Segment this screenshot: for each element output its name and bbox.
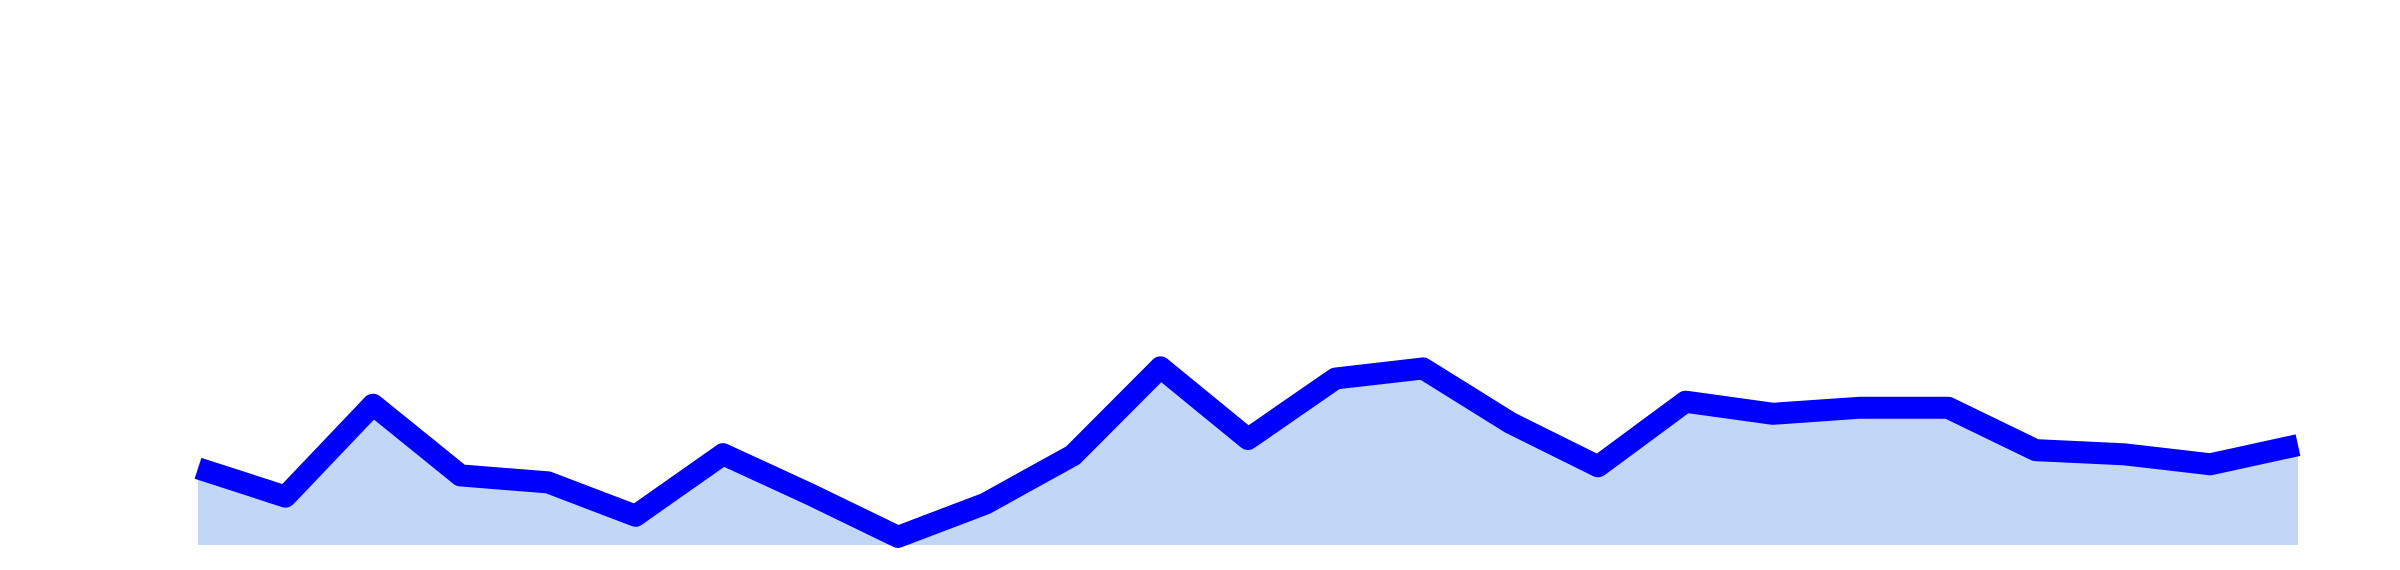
series-line bbox=[194, 356, 2301, 548]
data-point-12 bbox=[1247, 438, 1249, 440]
data-point-10 bbox=[1072, 454, 1074, 456]
data-point-16 bbox=[1597, 465, 1599, 467]
data-point-15 bbox=[1510, 422, 1512, 424]
data-point-11 bbox=[1160, 366, 1162, 368]
data-point-24 bbox=[2297, 444, 2299, 446]
data-point-4 bbox=[547, 481, 549, 483]
data-point-1 bbox=[285, 496, 287, 498]
data-point-9 bbox=[985, 503, 987, 505]
data-point-0 bbox=[197, 467, 199, 469]
data-point-21 bbox=[2035, 449, 2037, 451]
plot-area bbox=[194, 356, 2301, 548]
data-point-18 bbox=[1772, 413, 1774, 415]
data-point-6 bbox=[722, 453, 724, 455]
data-point-8 bbox=[897, 536, 899, 538]
data-point-19 bbox=[1860, 407, 1862, 409]
data-point-17 bbox=[1685, 401, 1687, 403]
data-point-7 bbox=[810, 494, 812, 496]
data-point-22 bbox=[2122, 453, 2124, 455]
data-point-5 bbox=[635, 515, 637, 517]
data-point-13 bbox=[1335, 378, 1337, 380]
data-point-20 bbox=[1947, 407, 1949, 409]
data-point-2 bbox=[372, 404, 374, 406]
data-point-23 bbox=[2210, 463, 2212, 465]
series-area-fill bbox=[198, 367, 2298, 545]
data-point-3 bbox=[460, 474, 462, 476]
data-point-14 bbox=[1422, 367, 1424, 369]
